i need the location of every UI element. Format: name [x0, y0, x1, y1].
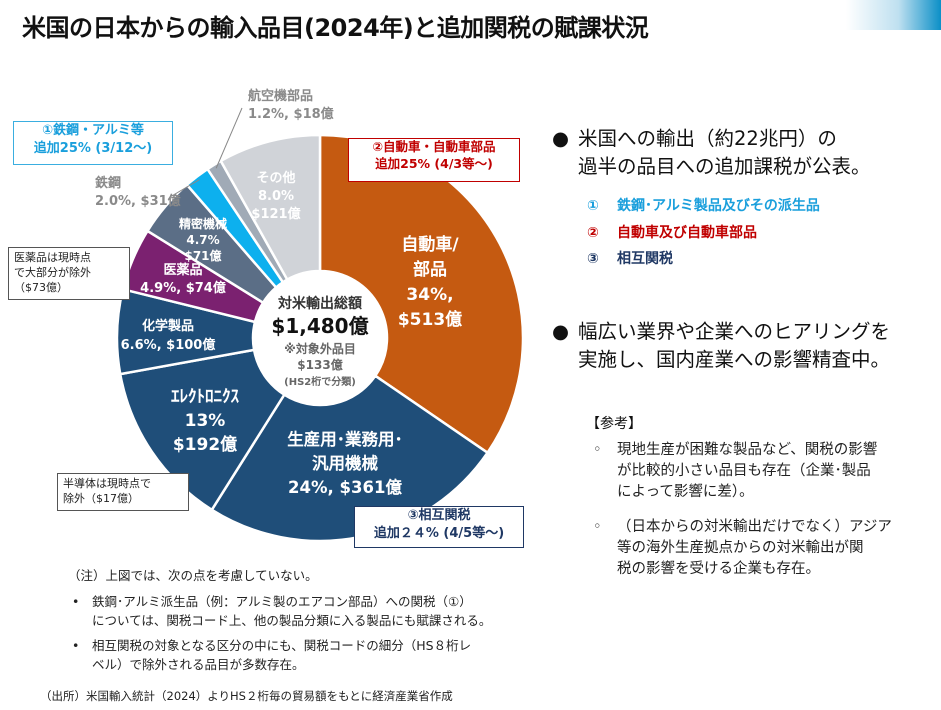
item-number: ② [587, 224, 599, 241]
label-pharma: 医薬品 4.9%, $74億 [140, 262, 226, 296]
bullet-1-line: 過半の品目への追加課税が公表。 [578, 155, 871, 179]
label-industrial: 生産用･業務用･汎用機械 24%, $361億 [287, 429, 403, 497]
steel-tariff-rate: 追加25% (3/12～) [33, 140, 153, 156]
reference-heading: 【参考】 [586, 416, 642, 432]
pharma-note-line: （$73億） [14, 280, 68, 294]
bullet-icon: ● [552, 127, 570, 150]
bullet-icon: ● [552, 320, 570, 343]
tariff-item-list: ① 鉄鋼･アルミ製品及びその派生品 ② 自動車及び自動車部品 ③ 相互関税 [587, 193, 917, 273]
center-title: 対米輸出総額 [277, 295, 362, 312]
pharma-exclusion-note: 医薬品は現時点 で大部分が除外 （$73億） [8, 247, 130, 300]
semiconductor-exclusion-note: 半導体は現時点で 除外（$17億） [57, 473, 189, 511]
label-other: その他 8.0% $121億 [251, 170, 300, 222]
center-note-line: ※対象外品目 [284, 341, 356, 356]
note-line: については、関税コード上、他の製品分類に入る製品にも賦課される。 [92, 612, 492, 628]
note-line: 鉄鋼･アルミ派生品（例：アルミ製のエアコン部品）への関税（①） [92, 594, 472, 609]
reference-line: 現地生産が困難な製品など、関税の影響 [617, 442, 878, 458]
reciprocal-tariff-title: ③相互関税 [407, 508, 471, 523]
page-title: 米国の日本からの輸入品目(2024年)と追加関税の賦課状況 [22, 14, 649, 42]
leader-steel [169, 179, 200, 198]
center-note-line: (HS2桁で分類) [284, 375, 356, 388]
note-item: • 鉄鋼･アルミ派生品（例：アルミ製のエアコン部品）への関税（①） については、… [72, 593, 532, 631]
note-item: • 相互関税の対象となる区分の中にも、関税コードの細分（HS８桁レ ベル）で除外… [72, 637, 532, 675]
header-accent-bar [846, 0, 941, 30]
note-bullet-icon: • [72, 638, 80, 653]
bullet-1-line: 米国への輸出（約22兆円）の [578, 127, 837, 150]
auto-tariff-callout: ②自動車・自動車部品 追加25% (4/3等～) [348, 138, 520, 182]
label-precision: 精密機械 4.7% $71億 [179, 216, 227, 263]
tariff-item-steel: ① 鉄鋼･アルミ製品及びその派生品 [587, 193, 917, 220]
item-number: ① [587, 198, 599, 214]
notes-heading: （注）上図では、次の点を考慮していない。 [68, 568, 318, 583]
circle-bullet-icon: ◦ [593, 442, 602, 458]
tariff-item-reciprocal: ③ 相互関税 [587, 246, 917, 273]
item-number: ③ [587, 251, 599, 268]
label-chemical: 化学製品 6.6%, $100億 [121, 318, 216, 353]
item-text: 相互関税 [617, 251, 673, 268]
reference-line: （日本からの対米輸出だけでなく）アジア [617, 519, 892, 535]
item-text: 鉄鋼･アルミ製品及びその派生品 [617, 198, 820, 214]
center-note-line: $133億 [297, 357, 342, 372]
circle-bullet-icon: ◦ [593, 519, 602, 535]
slice-other [219, 133, 322, 282]
note-bullet-icon: • [72, 594, 80, 609]
label-auto: 自動車/部品 34%, $513億 [398, 234, 462, 330]
reference-line: によって影響に差）。 [617, 484, 754, 501]
auto-tariff-title: ②自動車・自動車部品 [372, 139, 496, 154]
auto-tariff-rate: 追加25% (4/3等～) [375, 155, 493, 171]
leader-aircraft [215, 107, 243, 169]
center-total: $1,480億 [271, 314, 368, 338]
note-line: ベル）で除外される品目が多数存在。 [92, 656, 305, 672]
label-aircraft: 航空機部品 1.2%, $18億 [248, 88, 334, 122]
bullet-2-line: 幅広い業界や企業へのヒアリングを [578, 320, 891, 343]
reference-line: 税の影響を受ける企業も存在。 [617, 561, 820, 578]
reciprocal-tariff-rate: 追加２４% (4/5等～) [373, 525, 505, 541]
semiconductor-note-line: 半導体は現時点で [63, 477, 151, 490]
note-line: 相互関税の対象となる区分の中にも、関税コードの細分（HS８桁レ [92, 638, 472, 653]
pharma-note-line: 医薬品は現時点 [14, 251, 91, 264]
steel-tariff-callout: ①鉄鋼・アルミ等 追加25% (3/12～) [13, 121, 173, 165]
source-note: （出所）米国輸入統計（2024）よりHS２桁毎の貿易額をもとに経済産業省作成 [40, 689, 453, 703]
summary-bullet-2: ● 幅広い業界や企業へのヒアリングを 実施し、国内産業への影響精査中。 [552, 318, 937, 375]
steel-tariff-title: ①鉄鋼・アルミ等 [42, 123, 144, 138]
reference-item: ◦ （日本からの対米輸出だけでなく）アジア 等の海外生産拠点からの対米輸出が関 … [593, 517, 937, 580]
reciprocal-tariff-callout: ③相互関税 追加２４% (4/5等～) [354, 506, 524, 548]
bullet-2-line: 実施し、国内産業への影響精査中。 [578, 348, 891, 372]
semiconductor-note-line: 除外（$17億） [63, 491, 139, 505]
reference-line: 等の海外生産拠点からの対米輸出が関 [617, 540, 864, 557]
tariff-item-auto: ② 自動車及び自動車部品 [587, 220, 917, 247]
reference-item: ◦ 現地生産が困難な製品など、関税の影響 が比較的小さい品目も存在（企業･製品 … [593, 440, 937, 503]
reference-line: が比較的小さい品目も存在（企業･製品 [617, 463, 871, 480]
item-text: 自動車及び自動車部品 [617, 224, 757, 241]
pharma-note-line: で大部分が除外 [14, 265, 91, 279]
label-steel: 鉄鋼 2.0%, $31億 [95, 175, 181, 209]
summary-bullet-1: ● 米国への輸出（約22兆円）の 過半の品目への追加課税が公表。 [552, 125, 937, 182]
label-electronics: ｴﾚｸﾄﾛﾆｸｽ 13% $192億 [171, 387, 239, 455]
